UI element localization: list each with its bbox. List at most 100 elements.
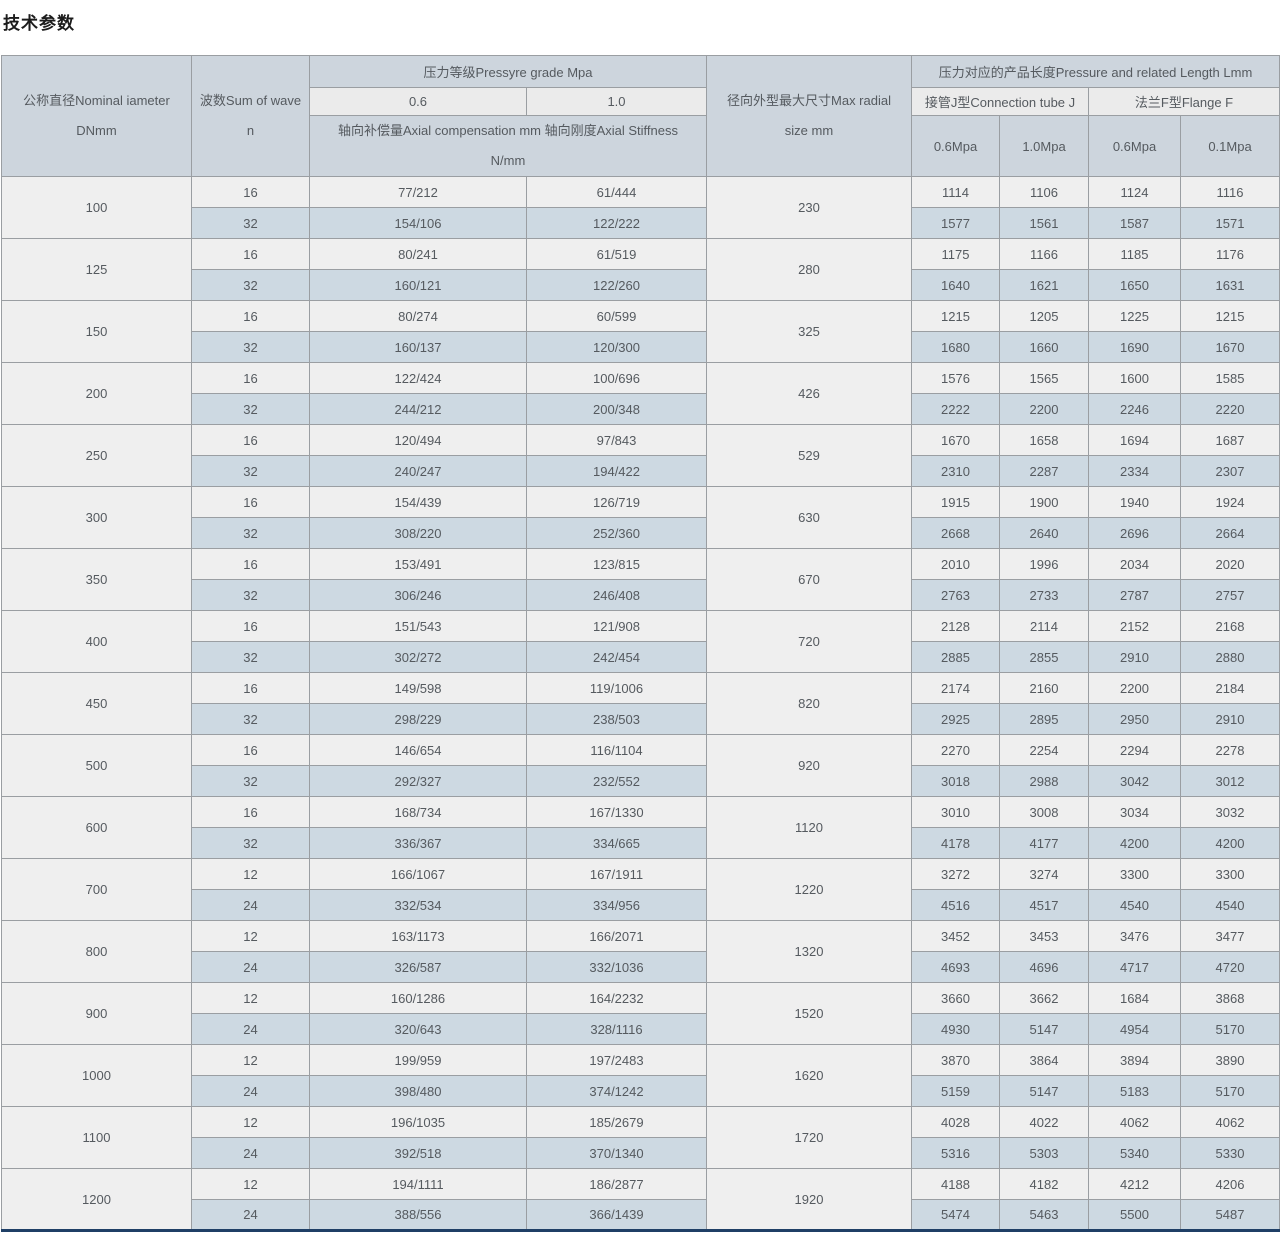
cell-j-10: 1900 bbox=[999, 486, 1089, 518]
header-row-2: 0.6 1.0 接管J型Connection tube J 法兰F型Flange… bbox=[2, 87, 1280, 116]
cell-f-01: 5487 bbox=[1180, 1199, 1280, 1231]
page-header: 技术参数 bbox=[0, 0, 1280, 55]
table-body: 100 16 77/212 61/444 230 1114 1106 1124 1116 32 15… bbox=[1, 176, 1280, 1231]
cell-comp-10: 200/348 bbox=[526, 393, 707, 425]
table-row: 32 306/246 246/408 2763 2733 2787 2757 bbox=[2, 579, 1280, 611]
cell-j-06: 1915 bbox=[911, 486, 1000, 518]
cell-dn: 450 bbox=[1, 672, 192, 735]
table-row: 32 308/220 252/360 2668 2640 2696 2664 bbox=[2, 517, 1280, 549]
table-row: 300 16 154/439 126/719 630 1915 1900 1940 1924 bbox=[1, 486, 1280, 549]
cell-comp-06: 154/106 bbox=[309, 207, 527, 239]
cell-f-01: 1116 bbox=[1180, 176, 1280, 208]
header-axial-compensation-stiffness: 轴向补偿量Axial compensation mm 轴向刚度Axial Sti… bbox=[309, 115, 707, 177]
cell-j-06: 3870 bbox=[911, 1044, 1000, 1076]
cell-j-06: 2885 bbox=[911, 641, 1000, 673]
cell-j-10: 3662 bbox=[999, 982, 1089, 1014]
cell-waves: 16 bbox=[191, 672, 310, 704]
table-row: 125 16 80/241 61/519 280 1175 1166 1185 1176 bbox=[1, 238, 1280, 301]
cell-dn: 900 bbox=[1, 982, 192, 1045]
cell-waves: 16 bbox=[191, 548, 310, 580]
cell-waves: 32 bbox=[191, 579, 310, 611]
cell-comp-10: 123/815 bbox=[526, 548, 707, 580]
table-row: 32 298/229 238/503 2925 2895 2950 2910 bbox=[2, 703, 1280, 735]
cell-waves: 24 bbox=[191, 951, 310, 983]
cell-j-06: 1215 bbox=[911, 300, 1000, 332]
cell-j-06: 3010 bbox=[911, 796, 1000, 828]
cell-j-10: 2895 bbox=[999, 703, 1089, 735]
cell-f-01: 1585 bbox=[1180, 362, 1280, 394]
cell-j-06: 3272 bbox=[911, 858, 1000, 890]
cell-f-01: 3477 bbox=[1180, 920, 1280, 952]
cell-waves: 12 bbox=[191, 982, 310, 1014]
header-j-1-0mpa: 1.0Mpa bbox=[999, 115, 1089, 177]
cell-comp-06: 298/229 bbox=[309, 703, 527, 735]
table-row: 32 160/137 120/300 1680 1660 1690 1670 bbox=[2, 331, 1280, 363]
table-row: 350 16 153/491 123/815 670 2010 1996 2034 2020 bbox=[1, 548, 1280, 611]
cell-comp-10: 100/696 bbox=[526, 362, 707, 394]
cell-comp-06: 120/494 bbox=[309, 424, 527, 456]
cell-j-06: 2174 bbox=[911, 672, 1000, 704]
cell-comp-10: 194/422 bbox=[526, 455, 707, 487]
cell-j-10: 1996 bbox=[999, 548, 1089, 580]
cell-comp-10: 120/300 bbox=[526, 331, 707, 363]
cell-comp-06: 306/246 bbox=[309, 579, 527, 611]
cell-waves: 32 bbox=[191, 269, 310, 301]
cell-comp-10: 186/2877 bbox=[526, 1168, 707, 1200]
table-row: 24 392/518 370/1340 5316 5303 5340 5330 bbox=[2, 1137, 1280, 1169]
cell-f-01: 3032 bbox=[1180, 796, 1280, 828]
cell-comp-06: 336/367 bbox=[309, 827, 527, 859]
cell-j-10: 4022 bbox=[999, 1106, 1089, 1138]
cell-comp-10: 116/1104 bbox=[526, 734, 707, 766]
cell-comp-06: 80/241 bbox=[309, 238, 527, 270]
cell-f-01: 2757 bbox=[1180, 579, 1280, 611]
cell-f-01: 1924 bbox=[1180, 486, 1280, 518]
cell-f-01: 1670 bbox=[1180, 331, 1280, 363]
cell-comp-10: 167/1330 bbox=[526, 796, 707, 828]
cell-waves: 12 bbox=[191, 1106, 310, 1138]
cell-comp-06: 199/959 bbox=[309, 1044, 527, 1076]
cell-f-06: 1694 bbox=[1088, 424, 1181, 456]
cell-dn: 400 bbox=[1, 610, 192, 673]
cell-f-01: 2307 bbox=[1180, 455, 1280, 487]
table-row: 450 16 149/598 119/1006 820 2174 2160 2200 2184 bbox=[1, 672, 1280, 735]
cell-f-01: 2880 bbox=[1180, 641, 1280, 673]
cell-waves: 24 bbox=[191, 1013, 310, 1045]
cell-j-06: 5474 bbox=[911, 1199, 1000, 1231]
cell-radial: 529 bbox=[706, 424, 912, 487]
cell-radial: 920 bbox=[706, 734, 912, 797]
cell-comp-06: 151/543 bbox=[309, 610, 527, 642]
technical-parameters-table: 公称直径Nominal iameter DNmm 波数Sum of wave n… bbox=[1, 55, 1280, 1232]
cell-j-10: 5147 bbox=[999, 1075, 1089, 1107]
cell-dn: 800 bbox=[1, 920, 192, 983]
cell-dn: 600 bbox=[1, 796, 192, 859]
cell-j-06: 2763 bbox=[911, 579, 1000, 611]
cell-f-06: 1225 bbox=[1088, 300, 1181, 332]
table-row: 700 12 166/1067 167/1911 1220 3272 3274 3300 330… bbox=[1, 858, 1280, 921]
table-row: 32 292/327 232/552 3018 2988 3042 3012 bbox=[2, 765, 1280, 797]
cell-f-01: 5330 bbox=[1180, 1137, 1280, 1169]
header-grade-1-0: 1.0 bbox=[526, 87, 707, 116]
cell-f-06: 5500 bbox=[1088, 1199, 1181, 1231]
cell-comp-06: 292/327 bbox=[309, 765, 527, 797]
cell-f-06: 5340 bbox=[1088, 1137, 1181, 1169]
cell-comp-10: 332/1036 bbox=[526, 951, 707, 983]
cell-j-10: 1166 bbox=[999, 238, 1089, 270]
cell-waves: 32 bbox=[191, 703, 310, 735]
cell-f-06: 2334 bbox=[1088, 455, 1181, 487]
table-row: 32 302/272 242/454 2885 2855 2910 2880 bbox=[2, 641, 1280, 673]
cell-dn: 300 bbox=[1, 486, 192, 549]
table-row: 32 154/106 122/222 1577 1561 1587 1571 bbox=[2, 207, 1280, 239]
cell-j-10: 1621 bbox=[999, 269, 1089, 301]
cell-comp-10: 246/408 bbox=[526, 579, 707, 611]
cell-radial: 280 bbox=[706, 238, 912, 301]
cell-comp-06: 194/1111 bbox=[309, 1168, 527, 1200]
cell-waves: 16 bbox=[191, 362, 310, 394]
cell-f-01: 5170 bbox=[1180, 1013, 1280, 1045]
cell-radial: 1220 bbox=[706, 858, 912, 921]
cell-comp-06: 332/534 bbox=[309, 889, 527, 921]
cell-radial: 1120 bbox=[706, 796, 912, 859]
cell-comp-06: 168/734 bbox=[309, 796, 527, 828]
cell-j-06: 1670 bbox=[911, 424, 1000, 456]
cell-j-06: 1680 bbox=[911, 331, 1000, 363]
